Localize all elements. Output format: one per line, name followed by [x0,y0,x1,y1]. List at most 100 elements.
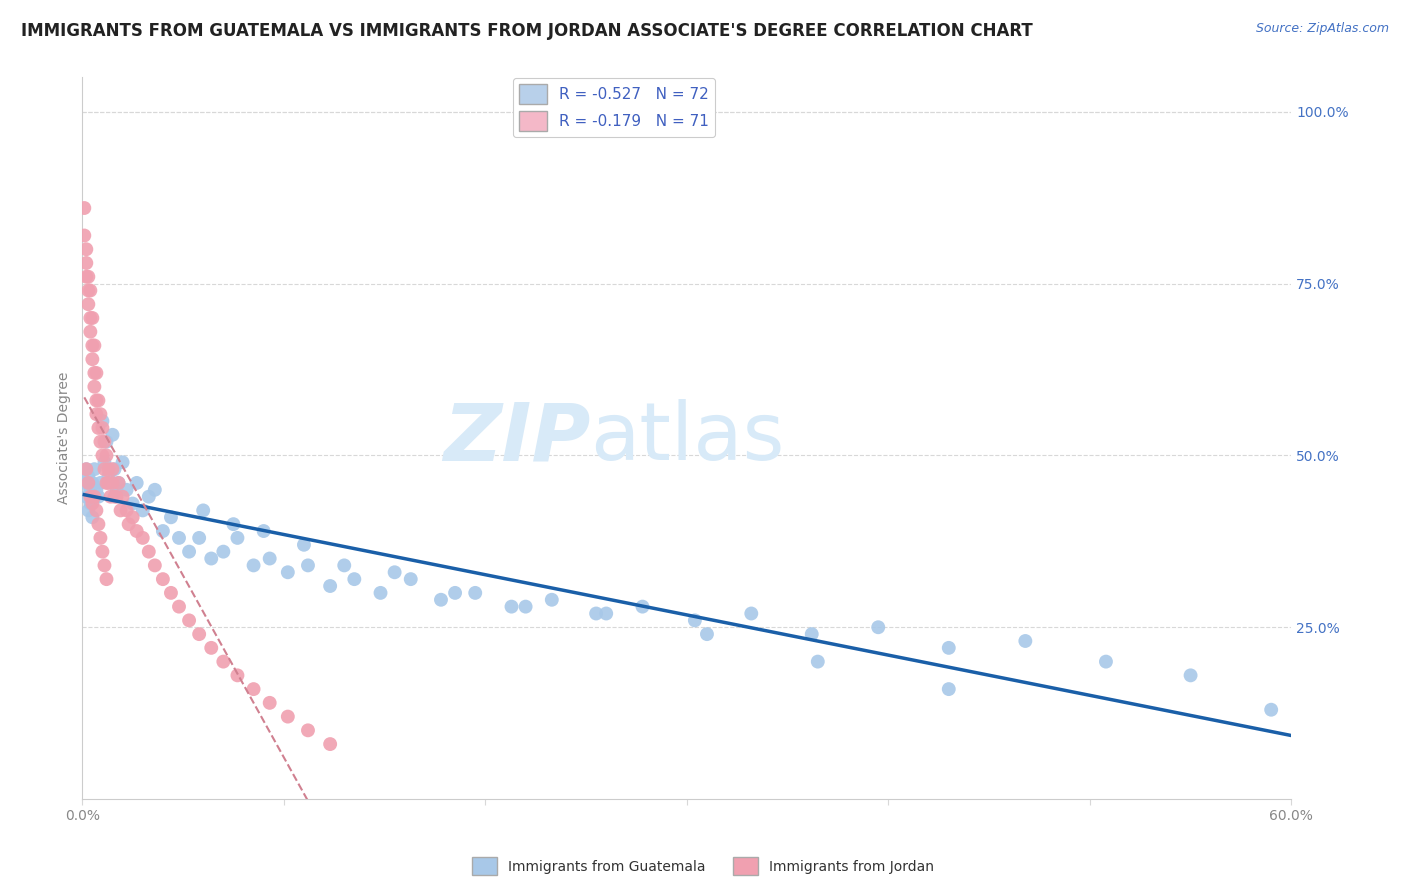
Point [79,490,101,504]
Point [226,531,249,545]
Point [111,490,134,504]
Point [75,490,97,504]
Point [73,228,96,243]
Point [93,462,115,476]
Point [83,490,105,504]
Point [399,572,422,586]
Point [79,497,101,511]
Point [125,475,148,490]
Point [77,297,100,311]
Point [75,462,97,476]
Point [807,655,830,669]
Point [75,462,97,476]
Point [103,490,125,504]
Point [152,572,174,586]
Point [107,475,129,490]
Point [121,510,143,524]
Point [1014,634,1036,648]
Point [115,503,138,517]
Point [96,475,118,490]
Point [83,462,105,476]
Point [188,627,211,641]
Point [222,517,245,532]
Point [77,269,100,284]
Point [631,599,654,614]
Point [86,503,108,517]
Point [105,490,128,504]
Point [152,524,174,538]
Point [132,503,155,517]
Point [177,544,200,558]
Point [444,586,467,600]
Point [253,524,276,538]
Point [93,434,115,449]
Text: Source: ZipAtlas.com: Source: ZipAtlas.com [1256,22,1389,36]
Point [96,572,118,586]
Point [96,434,118,449]
Point [83,366,105,380]
Point [132,531,155,545]
Point [188,531,211,545]
Point [242,558,264,573]
Point [167,599,190,614]
Point [87,421,110,435]
Point [138,544,160,558]
Point [97,462,120,476]
Point [100,490,122,504]
Point [540,592,562,607]
Point [91,414,114,428]
Point [696,627,718,641]
Point [343,572,366,586]
Point [86,393,108,408]
Point [1260,703,1282,717]
Point [297,723,319,738]
Point [87,517,110,532]
Point [167,531,190,545]
Point [277,709,299,723]
Point [319,737,342,751]
Point [101,427,124,442]
Point [740,607,762,621]
Point [259,696,281,710]
Point [91,449,114,463]
Point [277,566,299,580]
Point [89,434,111,449]
Point [86,366,108,380]
Point [97,475,120,490]
Point [868,620,890,634]
Point [938,640,960,655]
Point [938,682,960,697]
Point [82,338,104,352]
Point [464,586,486,600]
Point [79,483,101,497]
Point [143,558,166,573]
Point [77,469,100,483]
Point [79,325,101,339]
Point [212,544,235,558]
Point [83,380,105,394]
Point [73,475,96,490]
Point [125,524,148,538]
Point [91,421,114,435]
Point [86,483,108,497]
Point [97,469,120,483]
Point [75,269,97,284]
Point [79,310,101,325]
Point [319,579,342,593]
Point [89,475,111,490]
Point [384,566,406,580]
Point [333,558,356,573]
Point [193,503,215,517]
Text: IMMIGRANTS FROM GUATEMALA VS IMMIGRANTS FROM JORDAN ASSOCIATE'S DEGREE CORRELATI: IMMIGRANTS FROM GUATEMALA VS IMMIGRANTS … [21,22,1033,40]
Point [121,497,143,511]
Point [683,613,706,627]
Legend: R = -0.527   N = 72, R = -0.179   N = 71: R = -0.527 N = 72, R = -0.179 N = 71 [513,78,716,137]
Point [89,531,111,545]
Point [86,407,108,421]
Point [212,655,235,669]
Point [110,503,132,517]
Point [101,475,124,490]
Point [82,310,104,325]
Text: atlas: atlas [591,400,785,477]
Point [101,462,124,476]
